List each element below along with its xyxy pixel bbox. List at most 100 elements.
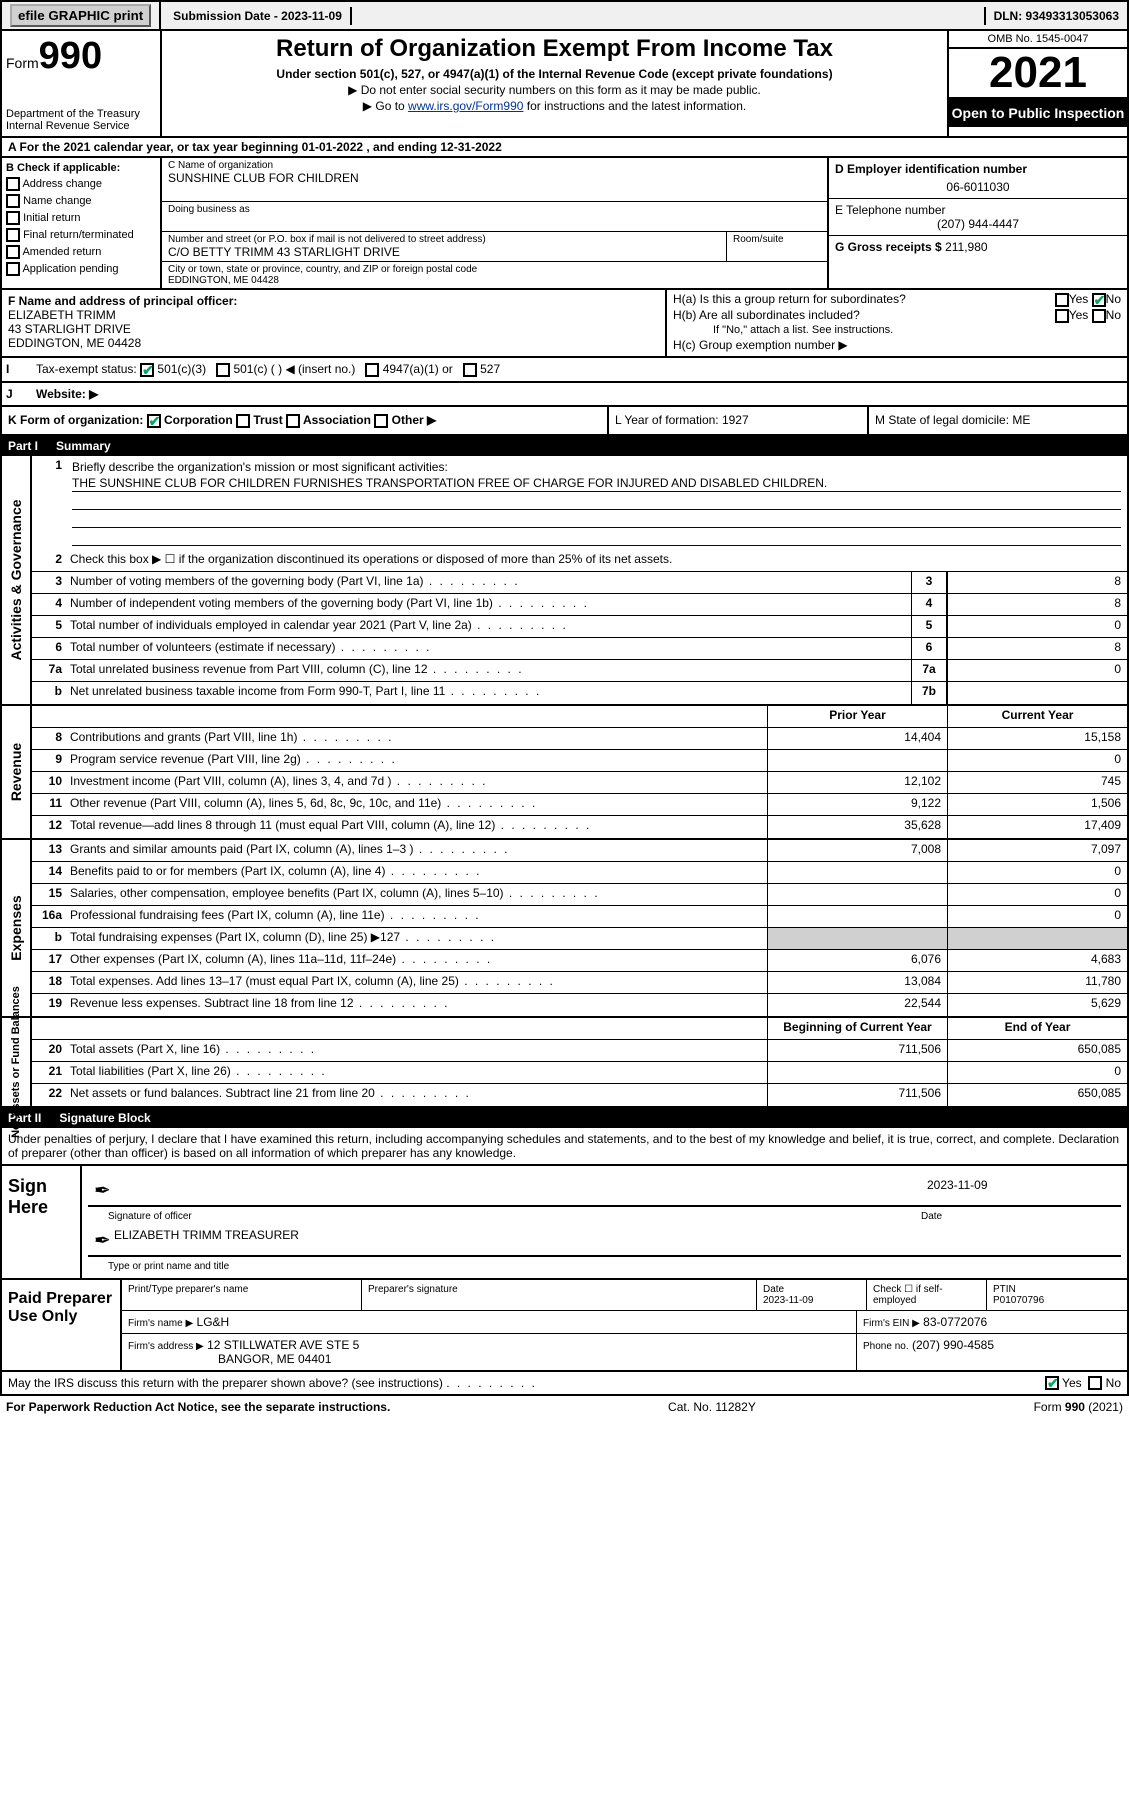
line-15: 15Salaries, other compensation, employee…: [32, 884, 1127, 906]
cb-assoc[interactable]: [286, 414, 300, 428]
part1-title: Summary: [56, 439, 111, 453]
block-h: H(a) Is this a group return for subordin…: [667, 290, 1127, 356]
sign-here-block: Sign Here ✒ 2023-11-09 Signature of offi…: [0, 1166, 1129, 1280]
line-16a: 16aProfessional fundraising fees (Part I…: [32, 906, 1127, 928]
col-begin-header: Beginning of Current Year: [767, 1018, 947, 1039]
paid-prep-label: Paid Preparer Use Only: [2, 1280, 122, 1370]
cb-4947[interactable]: [365, 363, 379, 377]
discuss-answer: Yes No: [1045, 1376, 1121, 1391]
line-5: 5Total number of individuals employed in…: [32, 616, 1127, 638]
discuss-no[interactable]: [1088, 1376, 1102, 1390]
row-j-label: J: [2, 383, 32, 405]
form-title: Return of Organization Exempt From Incom…: [172, 35, 937, 63]
line2-desc: Check this box ▶ ☐ if the organization d…: [66, 550, 1127, 571]
row-k-left: K Form of organization: Corporation Trus…: [2, 407, 607, 434]
efile-print-button[interactable]: efile GRAPHIC print: [10, 4, 151, 27]
phone-label: E Telephone number: [835, 203, 1121, 217]
row-j: J Website: ▶: [0, 383, 1129, 407]
line-19: 19Revenue less expenses. Subtract line 1…: [32, 994, 1127, 1016]
line-20: 20Total assets (Part X, line 16)711,5066…: [32, 1040, 1127, 1062]
cb-501c[interactable]: [216, 363, 230, 377]
line-12: 12Total revenue—add lines 8 through 11 (…: [32, 816, 1127, 838]
prep-row-1: Print/Type preparer's name Preparer's si…: [122, 1280, 1127, 1311]
h-c: H(c) Group exemption number ▶: [673, 338, 1121, 352]
line-7b: bNet unrelated business taxable income f…: [32, 682, 1127, 704]
row-i-body: Tax-exempt status: 501(c)(3) 501(c) ( ) …: [32, 358, 1127, 381]
col-b-header: B Check if applicable:: [6, 162, 156, 174]
address: C/O BETTY TRIMM 43 STARLIGHT DRIVE: [168, 245, 720, 259]
line1-num: 1: [32, 456, 66, 550]
officer-h-block: F Name and address of principal officer:…: [0, 290, 1129, 358]
prep-row-2: Firm's name ▶ LG&H Firm's EIN ▶ 83-07720…: [122, 1311, 1127, 1334]
row-a-tax-year: A For the 2021 calendar year, or tax yea…: [0, 138, 1129, 158]
cb-501c3[interactable]: [140, 363, 154, 377]
line-17: 17Other expenses (Part IX, column (A), l…: [32, 950, 1127, 972]
title-cell: Return of Organization Exempt From Incom…: [162, 31, 947, 136]
cb-amended-return[interactable]: Amended return: [6, 245, 156, 259]
city-label: City or town, state or province, country…: [168, 264, 821, 275]
pen-icon-2: ✒: [88, 1226, 108, 1255]
row-j-body: Website: ▶: [32, 383, 1127, 405]
prep-self-emp: Check ☐ if self-employed: [867, 1280, 987, 1310]
cb-application-pending[interactable]: Application pending: [6, 262, 156, 276]
cb-address-change[interactable]: Address change: [6, 177, 156, 191]
footer-right: Form 990 (2021): [1034, 1400, 1123, 1414]
efile-cell: efile GRAPHIC print: [2, 2, 161, 29]
line-7a: 7aTotal unrelated business revenue from …: [32, 660, 1127, 682]
paid-preparer-block: Paid Preparer Use Only Print/Type prepar…: [0, 1280, 1129, 1372]
department: Department of the TreasuryInternal Reven…: [6, 108, 156, 132]
part2-title: Signature Block: [59, 1111, 150, 1125]
officer-addr2: EDDINGTON, ME 04428: [8, 336, 659, 350]
line-21: 21Total liabilities (Part X, line 26)0: [32, 1062, 1127, 1084]
city: EDDINGTON, ME 04428: [168, 275, 821, 286]
h-b-note: If "No," attach a list. See instructions…: [673, 324, 1121, 336]
officer-addr1: 43 STARLIGHT DRIVE: [8, 322, 659, 336]
irs-link[interactable]: www.irs.gov/Form990: [408, 99, 523, 113]
firm-phone: Phone no. (207) 990-4585: [857, 1334, 1127, 1370]
cb-name-change[interactable]: Name change: [6, 194, 156, 208]
footer-mid: Cat. No. 11282Y: [668, 1400, 756, 1414]
column-deg: D Employer identification number 06-6011…: [827, 158, 1127, 288]
prep-sig-label: Preparer's signature: [362, 1280, 757, 1310]
officer-label: F Name and address of principal officer:: [8, 294, 659, 308]
room-suite-label: Room/suite: [727, 232, 827, 261]
block-d: D Employer identification number 06-6011…: [829, 158, 1127, 199]
firm-name: Firm's name ▶ LG&H: [122, 1311, 857, 1333]
line-11: 11Other revenue (Part VIII, column (A), …: [32, 794, 1127, 816]
line-6: 6Total number of volunteers (estimate if…: [32, 638, 1127, 660]
part1-header: Part I Summary: [0, 436, 1129, 456]
dba-box: Doing business as: [162, 202, 827, 232]
block-f: F Name and address of principal officer:…: [2, 290, 667, 356]
discuss-yes[interactable]: [1045, 1376, 1059, 1390]
group-revenue: Revenue Prior Year Current Year 8Contrib…: [2, 706, 1127, 838]
declaration: Under penalties of perjury, I declare th…: [0, 1128, 1129, 1166]
ein-value: 06-6011030: [835, 180, 1121, 194]
pen-icon: ✒: [88, 1176, 108, 1205]
cb-initial-return[interactable]: Initial return: [6, 211, 156, 225]
side-balances: Net Assets or Fund Balances: [2, 1018, 32, 1106]
dln: DLN: 93493313053063: [984, 7, 1127, 25]
row-k: K Form of organization: Corporation Trus…: [0, 407, 1129, 436]
cb-corp[interactable]: [147, 414, 161, 428]
ein-label: D Employer identification number: [835, 162, 1121, 176]
footer-left: For Paperwork Reduction Act Notice, see …: [6, 1400, 390, 1414]
submission-date: Submission Date - 2023-11-09: [165, 7, 352, 25]
cb-other[interactable]: [374, 414, 388, 428]
address-row: Number and street (or P.O. box if mail i…: [162, 232, 827, 262]
org-name-box: C Name of organization SUNSHINE CLUB FOR…: [162, 158, 827, 202]
cb-trust[interactable]: [236, 414, 250, 428]
sig-date: 2023-11-09: [921, 1176, 1121, 1205]
header-right: OMB No. 1545-0047 2021 Open to Public In…: [947, 31, 1127, 136]
row-m: M State of legal domicile: ME: [867, 407, 1127, 434]
prep-row-3: Firm's address ▶ 12 STILLWATER AVE STE 5…: [122, 1334, 1127, 1370]
discuss-text: May the IRS discuss this return with the…: [8, 1376, 1045, 1391]
firm-address: Firm's address ▶ 12 STILLWATER AVE STE 5…: [122, 1334, 857, 1370]
line2-num: 2: [32, 550, 66, 571]
row-i: I Tax-exempt status: 501(c)(3) 501(c) ( …: [0, 358, 1129, 383]
cb-527[interactable]: [463, 363, 477, 377]
form-number: 990: [39, 35, 102, 77]
cb-final-return[interactable]: Final return/terminated: [6, 228, 156, 242]
phone-value: (207) 944-4447: [835, 217, 1121, 231]
gross-receipts-value: 211,980: [945, 240, 988, 254]
addr-label: Number and street (or P.O. box if mail i…: [168, 234, 720, 245]
